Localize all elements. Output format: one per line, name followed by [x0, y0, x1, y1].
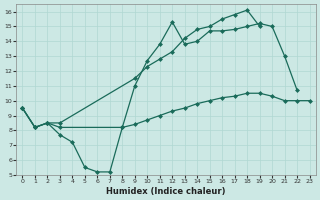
X-axis label: Humidex (Indice chaleur): Humidex (Indice chaleur)	[106, 187, 226, 196]
